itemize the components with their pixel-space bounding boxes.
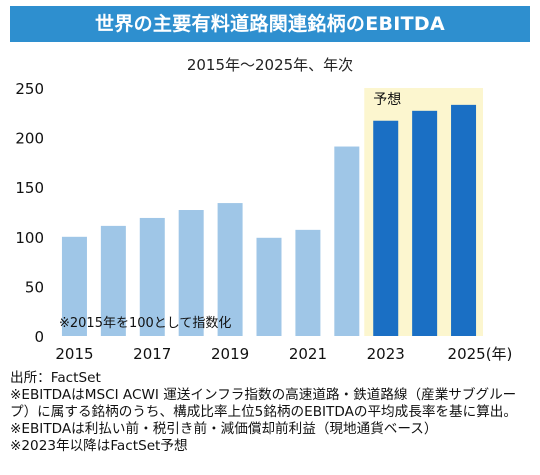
- y-tick-label: 50: [25, 278, 44, 296]
- forecast-note: ※2023年以降はFactSet予想: [10, 438, 188, 454]
- x-tick-label: 2021: [289, 345, 327, 363]
- source-note: 出所：FactSet: [10, 370, 101, 386]
- y-tick-label: 100: [15, 229, 44, 247]
- bar-2019: [217, 203, 243, 336]
- bar-2025: [451, 104, 477, 336]
- chart-title: 世界の主要有料道路関連銘柄のEBITDA: [95, 13, 445, 35]
- bar-2017: [139, 217, 165, 336]
- y-tick-label: 150: [15, 179, 44, 197]
- bar-2024: [412, 110, 438, 336]
- bar-2015: [61, 236, 87, 336]
- y-tick-label: 250: [15, 80, 44, 98]
- chart-annotation: ※2015年を100として指数化: [59, 316, 231, 331]
- ebitda-bar-chart: 予想 0 50 100 150 200 250 2015 2017 2019 2021 2023 202…: [15, 80, 513, 363]
- x-tick-label: 2015: [55, 345, 93, 363]
- chart-subtitle: 2015年～2025年、年次: [186, 56, 354, 74]
- methodology-note: ※EBITDAはMSCI ACWI 運送インフラ指数の高速道路・鉄道路線（産業サ…: [10, 387, 517, 420]
- x-tick-label: 2017: [133, 345, 171, 363]
- forecast-label: 予想: [373, 92, 401, 108]
- bar-2022: [334, 146, 360, 336]
- y-tick-label: 200: [15, 130, 44, 148]
- bar-2018: [178, 210, 204, 336]
- ebitda-definition-note: ※EBITDAは利払い前・税引き前・減価償却前利益（現地通貨ベース）: [10, 421, 438, 437]
- chart-title-banner: 世界の主要有料道路関連銘柄のEBITDA: [10, 6, 530, 42]
- x-tick-label: 2023: [367, 345, 405, 363]
- x-tick-label: 2019: [211, 345, 249, 363]
- x-tick-label: 2025(年): [448, 345, 513, 363]
- bar-2020: [256, 237, 282, 336]
- footnotes: 出所：FactSet ※EBITDAはMSCI ACWI 運送インフラ指数の高速…: [10, 370, 535, 455]
- bar-2016: [100, 225, 126, 336]
- bar-2021: [295, 229, 321, 336]
- y-tick-label: 0: [34, 328, 44, 346]
- bar-2023: [373, 120, 399, 337]
